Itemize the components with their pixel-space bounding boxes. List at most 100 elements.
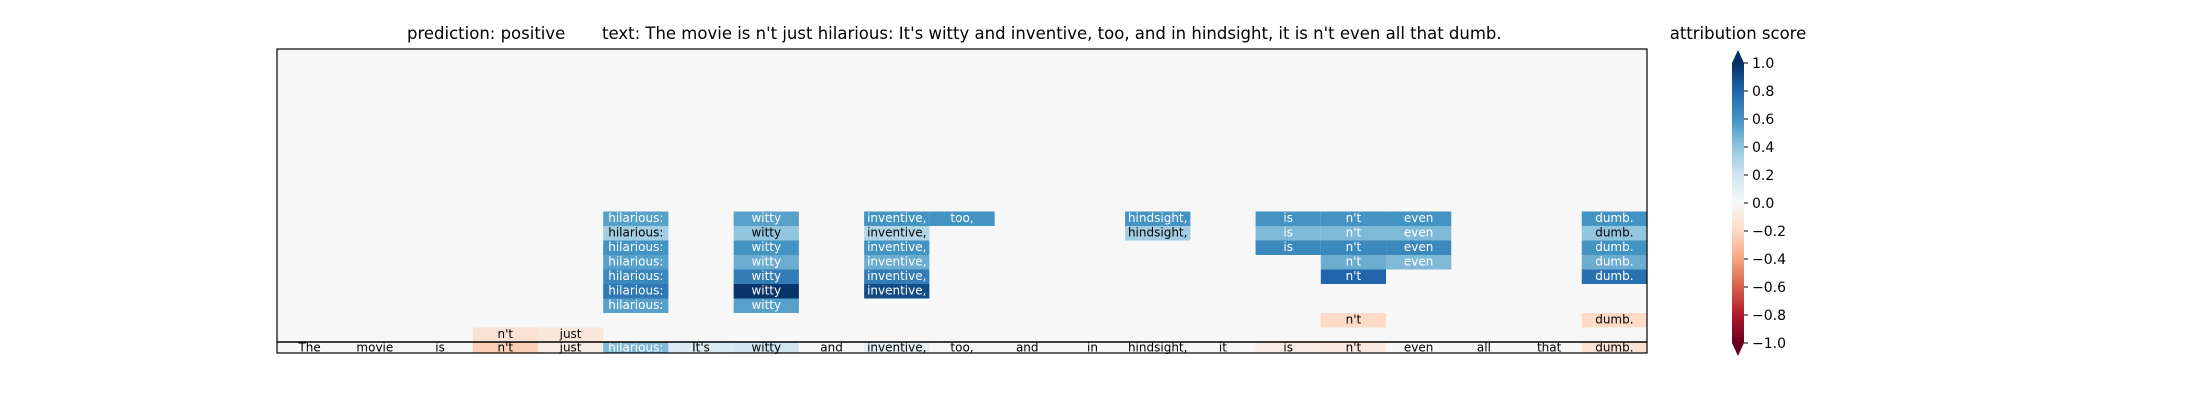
colorbar <box>1732 63 1744 343</box>
token-cell <box>733 342 799 353</box>
heatmap-cell <box>1255 240 1321 255</box>
colorbar-tick-label: 0.4 <box>1752 140 1774 156</box>
heatmap-cell <box>603 255 669 270</box>
heatmap-cell <box>1386 240 1452 255</box>
heatmap-cell-label: witty <box>751 284 781 298</box>
heatmap-cell-label: just <box>559 327 582 341</box>
colorbar-tick-label: −1.0 <box>1752 336 1786 352</box>
heatmap-cell-label: witty <box>751 240 781 254</box>
heatmap-cell-label: n't <box>1346 226 1362 240</box>
token-row: The movie is n't just hilarious: It's witty and i… <box>277 341 1647 355</box>
token-cell <box>277 342 343 353</box>
prediction-title: prediction: positive <box>407 24 565 43</box>
plot-background <box>277 49 1647 353</box>
heatmap-cell-label: hilarious: <box>608 211 663 225</box>
heatmap-cell <box>864 255 930 270</box>
heatmap-cell-label: witty <box>751 211 781 225</box>
plot-frame <box>276 48 1648 354</box>
token-label: too, <box>950 341 973 355</box>
heatmap-cell-label: dumb. <box>1595 255 1633 269</box>
token-cell <box>798 342 865 353</box>
token-cell <box>342 342 408 353</box>
token-cell <box>1059 342 1126 353</box>
token-cell <box>472 342 538 353</box>
heatmap-cell-label: inventive, <box>867 211 926 225</box>
token-label: dumb. <box>1595 341 1633 355</box>
heatmap-cell <box>864 226 930 241</box>
token-cell <box>864 342 930 353</box>
token-label: n't <box>498 341 514 355</box>
heatmap-cell-label: n't <box>1346 211 1362 225</box>
heatmap-cell <box>1125 226 1191 241</box>
heatmap-cell <box>864 240 930 255</box>
heatmap-cell-label: hilarious: <box>608 255 663 269</box>
token-label: in <box>1087 341 1098 355</box>
token-label: and <box>820 341 843 355</box>
heatmap-cell-label: dumb. <box>1595 313 1633 327</box>
heatmap-cell-label: witty <box>751 298 781 312</box>
heatmap-cell-label: n't <box>1346 313 1362 327</box>
heatmap-cell <box>603 211 669 226</box>
heatmap-cell <box>864 211 930 226</box>
colorbar-tick-label: 0.6 <box>1752 112 1774 128</box>
heatmap-cell-label: even <box>1404 240 1433 254</box>
heatmap-cell-label: hindsight, <box>1128 211 1188 225</box>
heatmap-cell-label: is <box>1283 226 1293 240</box>
colorbar-tick-label: 0.2 <box>1752 168 1774 184</box>
token-label: hilarious: <box>608 341 663 355</box>
heatmap-cell <box>864 284 930 299</box>
token-cell <box>1125 342 1191 353</box>
colorbar-tick-label: −0.8 <box>1752 308 1786 324</box>
token-label: movie <box>356 341 393 355</box>
heatmap-cell-label: is <box>1283 211 1293 225</box>
token-cell <box>1581 342 1647 353</box>
heatmap-cell <box>929 211 995 226</box>
heatmap-cell <box>1320 269 1387 284</box>
token-cell <box>668 342 734 353</box>
heatmap-cell-label: inventive, <box>867 255 926 269</box>
heatmap-cell-label: inventive, <box>867 269 926 283</box>
colorbar-tick-label: −0.2 <box>1752 224 1786 240</box>
heatmap-cell <box>603 298 669 313</box>
sentence-title: text: The movie is n't just hilarious: I… <box>602 24 1502 43</box>
token-cell <box>1255 342 1321 353</box>
colorbar-min-extension <box>1732 343 1744 356</box>
heatmap-cell <box>1581 211 1647 226</box>
heatmap-cell <box>1581 240 1647 255</box>
token-label: inventive, <box>867 341 926 355</box>
heatmap-cell-label: dumb. <box>1595 211 1633 225</box>
token-cell <box>537 342 604 353</box>
heatmap-cell-label: even <box>1404 255 1433 269</box>
heatmap-cell <box>1320 226 1387 241</box>
heatmap-cells: n't just n't dumb. hilarious: witty hilarious:… <box>472 211 1647 342</box>
heatmap-cell-label: inventive, <box>867 240 926 254</box>
colorbar-tick-label: −0.4 <box>1752 252 1786 268</box>
token-label: is <box>435 341 445 355</box>
token-cell <box>1320 342 1387 353</box>
colorbar-max-extension <box>1732 50 1744 63</box>
heatmap-cell <box>1386 226 1452 241</box>
heatmap-cell-label: witty <box>751 226 781 240</box>
heatmap-cell <box>603 226 669 241</box>
heatmap-cell <box>733 226 799 241</box>
heatmap-cell-label: n't <box>498 327 514 341</box>
heatmap-cell <box>603 269 669 284</box>
heatmap-cell <box>1255 211 1321 226</box>
heatmap-cell <box>733 298 799 313</box>
heatmap-cell-label: hilarious: <box>608 226 663 240</box>
heatmap-cell-label: is <box>1283 240 1293 254</box>
heatmap-cell-label: witty <box>751 255 781 269</box>
colorbar-tick-label: 0.8 <box>1752 84 1774 100</box>
heatmap-cell <box>1320 240 1387 255</box>
token-label: even <box>1404 341 1433 355</box>
heatmap-cell <box>864 269 930 284</box>
token-cell <box>1516 342 1582 353</box>
token-label: It's <box>692 341 710 355</box>
heatmap-cell-label: hilarious: <box>608 298 663 312</box>
heatmap-cell-label: even <box>1404 226 1433 240</box>
heatmap-cell-label: n't <box>1346 269 1362 283</box>
heatmap-cell <box>1320 211 1387 226</box>
colorbar-label: attribution score <box>1670 24 1807 43</box>
heatmap-cell <box>1386 211 1452 226</box>
heatmap-cell <box>733 284 799 299</box>
